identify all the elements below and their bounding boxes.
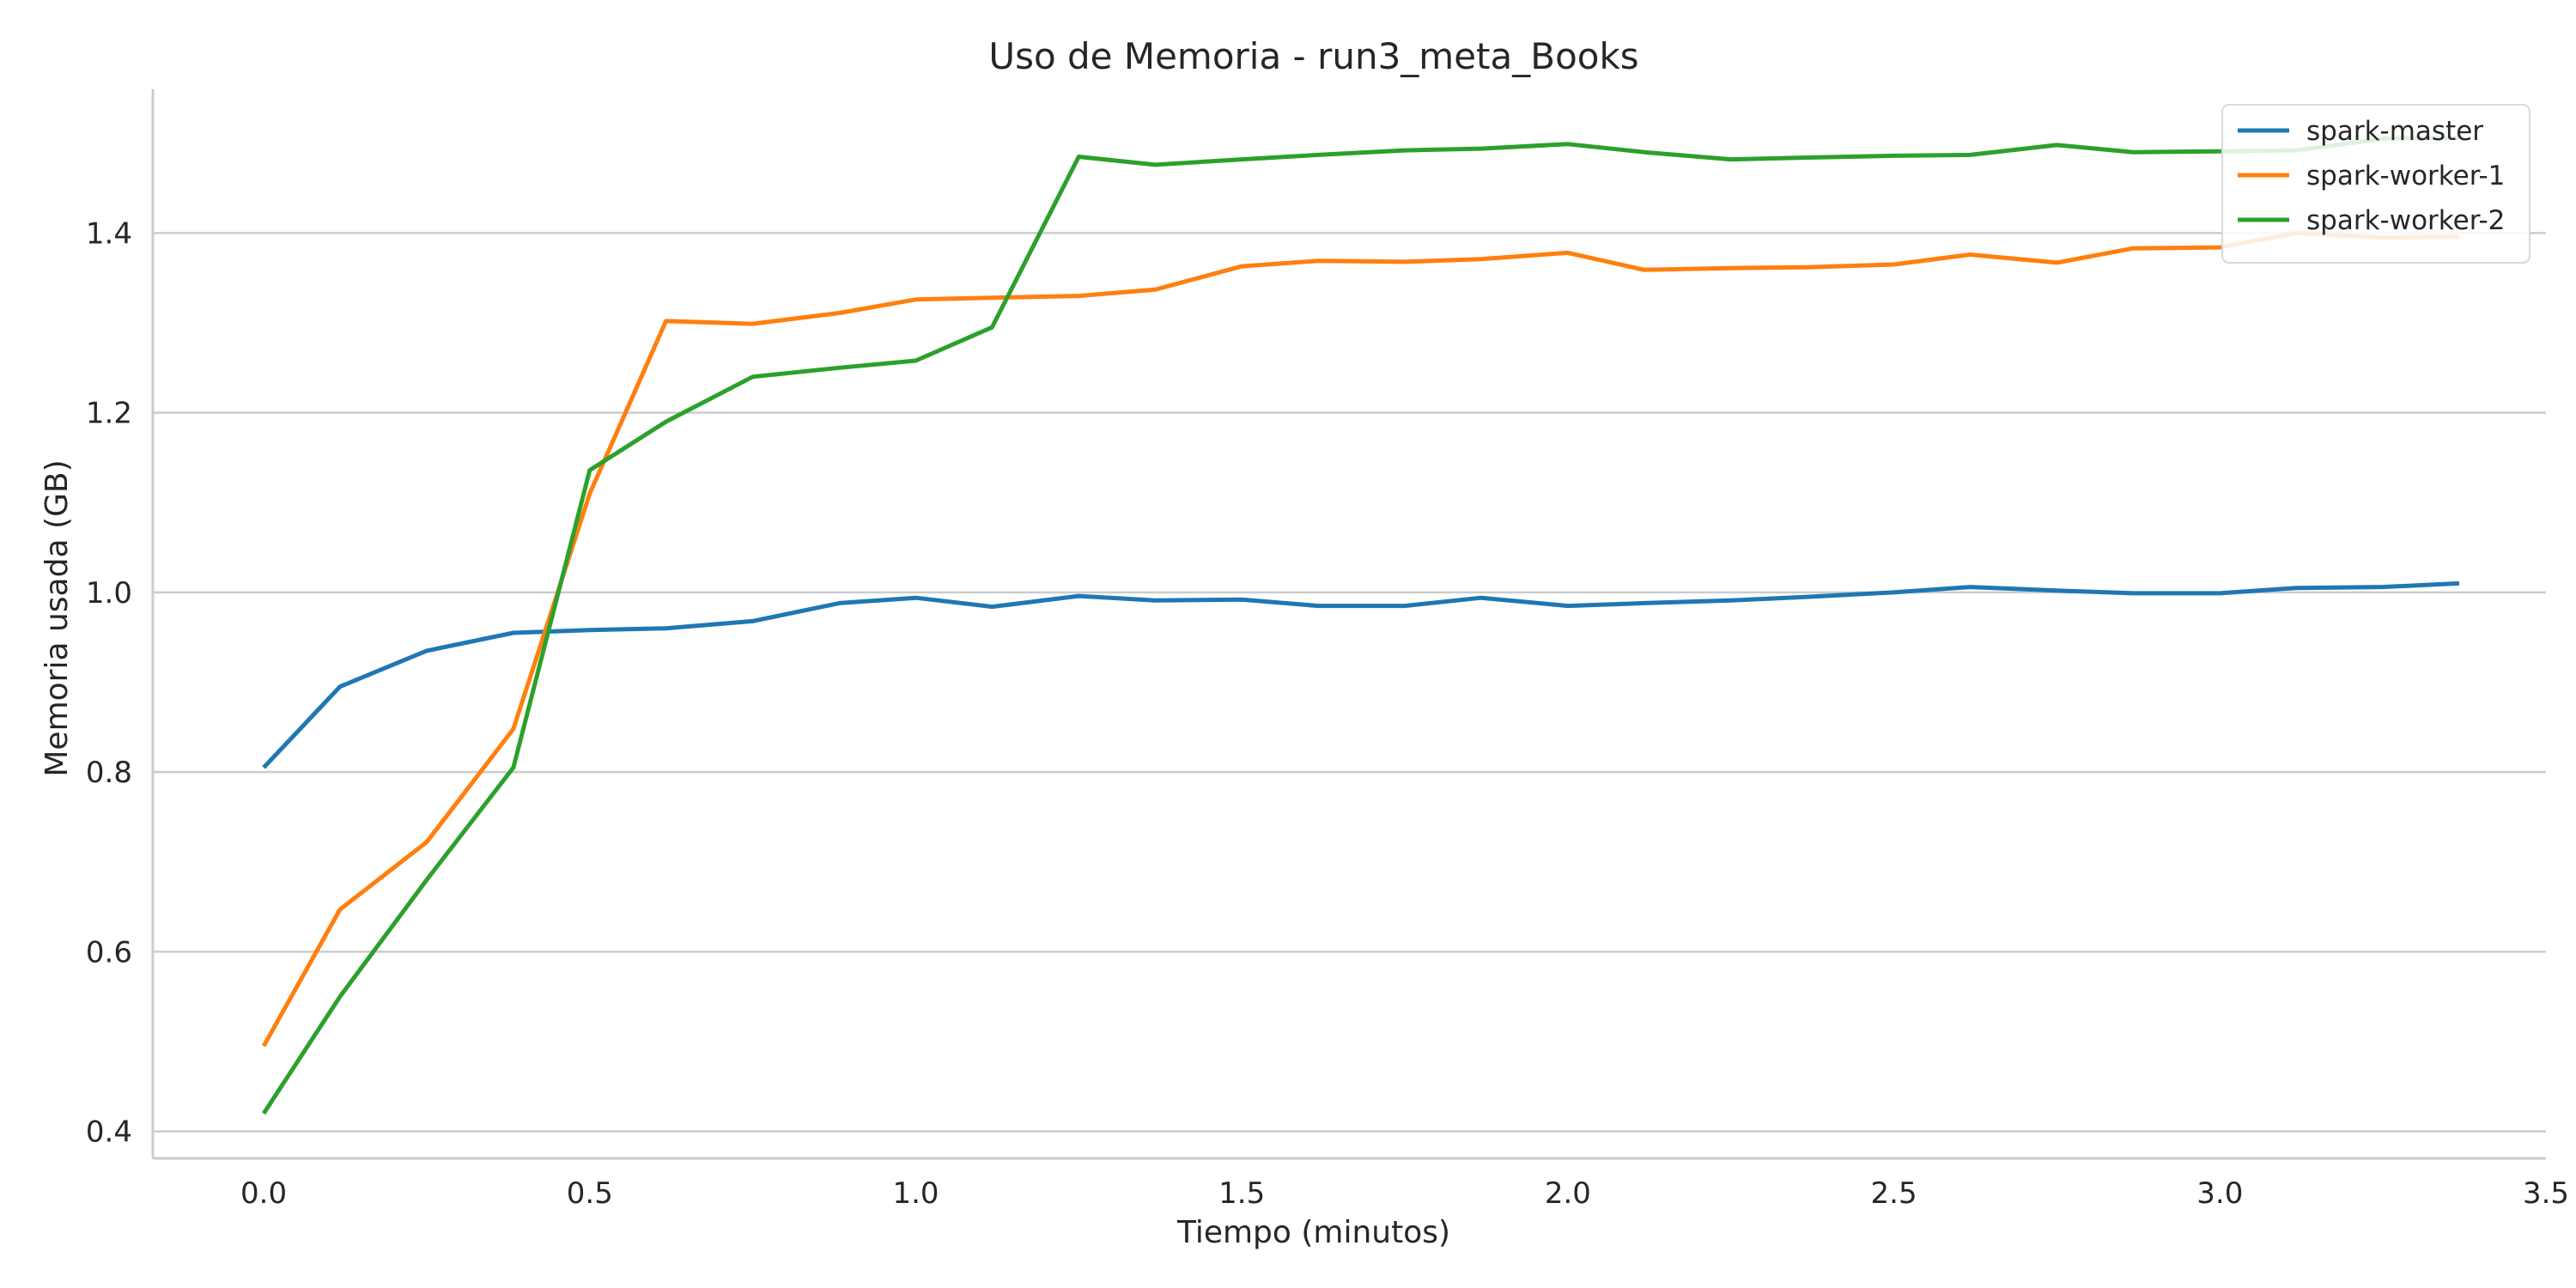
x-tick-label: 1.0 bbox=[892, 1176, 939, 1211]
y-tick-labels: 0.4 0.6 0.8 1.0 1.2 1.4 bbox=[86, 216, 132, 1149]
legend-item: spark-worker-1 bbox=[2238, 161, 2505, 191]
x-tick-label: 1.5 bbox=[1218, 1176, 1265, 1211]
y-tick-label: 1.0 bbox=[86, 576, 132, 611]
legend-label: spark-master bbox=[2306, 116, 2483, 147]
legend-box bbox=[2221, 104, 2530, 264]
y-tick-label: 0.8 bbox=[86, 756, 132, 790]
y-tick-label: 1.4 bbox=[86, 216, 132, 251]
y-tick-label: 0.4 bbox=[86, 1115, 132, 1150]
x-tick-label: 0.5 bbox=[567, 1176, 613, 1211]
series-line-spark-worker-1 bbox=[261, 230, 2460, 1048]
y-tick-label: 1.2 bbox=[86, 397, 132, 431]
y-tick-label: 0.6 bbox=[86, 935, 132, 969]
y-axis-label: Memoria usada (GB) bbox=[39, 459, 75, 776]
gridlines bbox=[153, 232, 2546, 1133]
x-tick-label: 0.0 bbox=[240, 1176, 287, 1211]
x-tick-label: 2.0 bbox=[1545, 1176, 1591, 1211]
x-tick-label: 3.0 bbox=[2196, 1176, 2243, 1211]
x-tick-label: 2.5 bbox=[1871, 1176, 1917, 1211]
legend-item: spark-worker-2 bbox=[2238, 205, 2505, 236]
legend-label: spark-worker-1 bbox=[2306, 161, 2505, 191]
axes bbox=[151, 89, 2546, 1160]
chart-title: Uso de Memoria - run3_meta_Books bbox=[988, 35, 1638, 77]
series-lines bbox=[261, 136, 2460, 1115]
x-axis-label: Tiempo (minutos) bbox=[1176, 1215, 1450, 1250]
legend-item: spark-master bbox=[2238, 116, 2483, 147]
x-tick-label: 3.5 bbox=[2523, 1176, 2569, 1211]
legend: spark-master spark-worker-1 spark-worker-2 bbox=[2221, 104, 2530, 264]
series-line-spark-worker-2 bbox=[262, 136, 2460, 1115]
x-tick-labels: 0.0 0.5 1.0 1.5 2.0 2.5 3.0 3.5 bbox=[240, 1176, 2569, 1211]
series-line-spark-master bbox=[262, 580, 2460, 769]
legend-label: spark-worker-2 bbox=[2306, 205, 2505, 236]
